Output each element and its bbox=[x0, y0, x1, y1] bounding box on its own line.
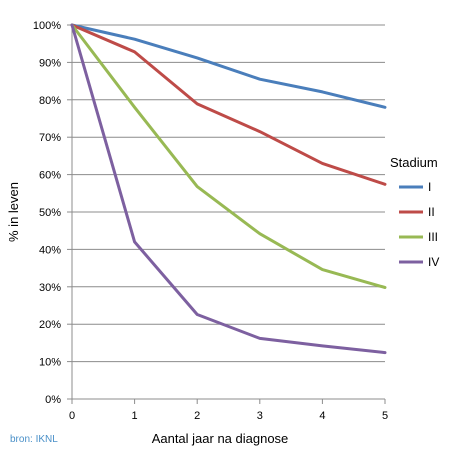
y-tick-label: 10% bbox=[39, 357, 61, 369]
series-line-iii bbox=[70, 23, 387, 289]
y-tick-label: 60% bbox=[39, 170, 61, 182]
series-lines bbox=[70, 23, 387, 355]
series-line-iv bbox=[70, 23, 387, 355]
series-line-ii bbox=[70, 23, 387, 186]
x-tick-label: 3 bbox=[257, 410, 263, 422]
x-axis-title: Aantal jaar na diagnose bbox=[152, 431, 289, 446]
source-note: bron: IKNL bbox=[10, 434, 58, 445]
x-tick-labels: 0 1 2 3 4 5 bbox=[69, 410, 388, 422]
legend-label: III bbox=[428, 230, 438, 244]
y-tick-label: 30% bbox=[39, 282, 61, 294]
legend-label: I bbox=[428, 180, 431, 194]
y-tick-label: 0% bbox=[45, 394, 61, 406]
x-tick-label: 5 bbox=[382, 410, 388, 422]
legend-label: IV bbox=[428, 255, 439, 269]
legend-title: Stadium bbox=[390, 155, 438, 170]
y-tick-label: 50% bbox=[39, 207, 61, 219]
y-tick-label: 100% bbox=[33, 20, 61, 32]
y-tick-label: 20% bbox=[39, 319, 61, 331]
x-tick-label: 0 bbox=[69, 410, 75, 422]
y-tick-label: 80% bbox=[39, 95, 61, 107]
series-line-i bbox=[70, 23, 387, 109]
legend-label: II bbox=[428, 205, 435, 219]
y-tick-labels: 0% 10% 20% 30% 40% 50% 60% 70% 80% 90% 100% bbox=[33, 20, 61, 406]
x-tick-label: 1 bbox=[132, 410, 138, 422]
y-tick-label: 70% bbox=[39, 132, 61, 144]
axes bbox=[67, 24, 386, 404]
y-axis-title: % in leven bbox=[6, 182, 21, 242]
y-tick-label: 90% bbox=[39, 57, 61, 69]
gridlines bbox=[72, 24, 385, 363]
x-tick-label: 4 bbox=[319, 410, 325, 422]
y-tick-label: 40% bbox=[39, 244, 61, 256]
x-tick-label: 2 bbox=[194, 410, 200, 422]
